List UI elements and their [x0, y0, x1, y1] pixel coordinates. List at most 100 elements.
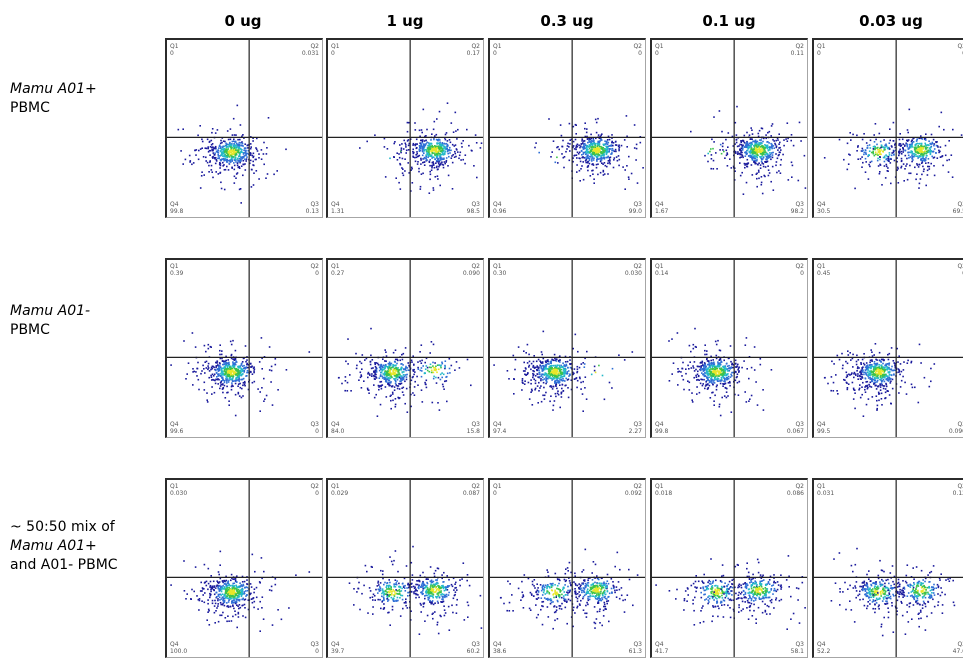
quadrant-name: Q2	[957, 263, 963, 270]
quadrant-name: Q2	[471, 483, 480, 490]
quadrant-value: 0.030	[625, 270, 642, 277]
quadrant-name: Q1	[655, 483, 664, 490]
quadrant-value: 1.31	[331, 208, 345, 215]
quadrant-name: Q3	[957, 201, 963, 208]
quadrant-name: Q3	[471, 201, 480, 208]
quadrant-value: 58.1	[791, 648, 805, 655]
quadrant-name: Q3	[310, 201, 319, 208]
event-dots	[534, 115, 644, 190]
quadrant-name: Q4	[493, 641, 502, 648]
quadrant-name: Q4	[170, 201, 179, 208]
quadrant-value: 0.031	[302, 50, 319, 57]
quadrant-value: 0.17	[467, 50, 481, 57]
flow-plot: Q1 0.27 Q2 0.090 Q4 84.0 Q3 15.8	[326, 258, 484, 438]
quadrant-value: 0.030	[170, 490, 187, 497]
flow-plot-svg: Q10.45Q20Q499.5Q30.090	[814, 260, 963, 437]
event-dots	[830, 547, 956, 637]
quadrant-name: Q4	[817, 421, 826, 428]
quadrant-value: 0.092	[625, 490, 642, 497]
quadrant-name: Q3	[795, 641, 804, 648]
flow-plot: Q1 0 Q2 0.092 Q4 38.6 Q3 61.3	[488, 478, 646, 658]
quadrant-value: 0.090	[463, 270, 480, 277]
quadrant-value: 0	[315, 648, 319, 655]
quadrant-value: 0.12	[953, 490, 963, 497]
quadrant-name: Q2	[633, 43, 642, 50]
quadrant-name: Q3	[471, 421, 480, 428]
quadrant-name: Q2	[471, 43, 480, 50]
quadrant-name: Q4	[817, 641, 826, 648]
row-label: Mamu A01- PBMC	[10, 302, 90, 340]
event-dots	[359, 102, 483, 194]
quadrant-value: 99.0	[629, 208, 643, 215]
quadrant-name: Q3	[957, 641, 963, 648]
quadrant-value: 0.11	[791, 50, 805, 57]
quadrant-name: Q1	[331, 263, 340, 270]
quadrant-name: Q2	[633, 263, 642, 270]
flow-plot: Q1 0.39 Q2 0 Q4 99.6 Q3 0	[165, 258, 323, 438]
quadrant-value: 1.67	[655, 208, 669, 215]
quadrant-name: Q4	[493, 201, 502, 208]
quadrant-name: Q1	[817, 263, 826, 270]
quadrant-value: 38.6	[493, 648, 507, 655]
quadrant-value: 99.8	[655, 428, 669, 435]
quadrant-value: 0	[493, 50, 497, 57]
quadrant-value: 0.086	[787, 490, 804, 497]
quadrant-name: Q4	[655, 641, 664, 648]
flow-plot: Q10Q20Q430.5Q369.5	[812, 38, 963, 218]
quadrant-value: 61.3	[629, 648, 643, 655]
quadrant-name: Q2	[471, 263, 480, 270]
flow-plot: Q1 0.030 Q2 0 Q4 100.0 Q3 0	[165, 478, 323, 658]
quadrant-name: Q4	[331, 641, 340, 648]
quadrant-name: Q3	[310, 641, 319, 648]
flow-plot: Q1 0.14 Q2 0 Q4 99.8 Q3 0.067	[650, 258, 808, 438]
flow-plot: Q1 0 Q2 0.031 Q4 99.8 Q3 0.13	[165, 38, 323, 218]
flow-plot: Q1 0.018 Q2 0.086 Q4 41.7 Q3 58.1	[650, 478, 808, 658]
quadrant-name: Q2	[310, 43, 319, 50]
quadrant-name: Q1	[493, 483, 502, 490]
quadrant-value: 41.7	[655, 648, 669, 655]
flow-plot: Q1 0 Q2 0 Q4 0.96 Q3 99.0	[488, 38, 646, 218]
quadrant-value: 0	[817, 50, 821, 57]
quadrant-value: 0.029	[331, 490, 348, 497]
row-label-line: Mamu A01+	[10, 538, 97, 554]
flow-plot: Q1 0 Q2 0.17 Q4 1.31 Q3 98.5	[326, 38, 484, 218]
event-dots	[170, 332, 311, 417]
quadrant-name: Q1	[170, 43, 179, 50]
column-header: 0.03 ug	[859, 12, 923, 30]
column-header: 0.3 ug	[540, 12, 594, 30]
quadrant-value: 0.96	[493, 208, 507, 215]
quadrant-name: Q3	[795, 421, 804, 428]
quadrant-name: Q1	[493, 43, 502, 50]
quadrant-name: Q2	[633, 483, 642, 490]
row-label-line: PBMC	[10, 100, 50, 116]
quadrant-name: Q1	[170, 483, 179, 490]
quadrant-value: 97.4	[493, 428, 507, 435]
quadrant-value: 2.27	[629, 428, 643, 435]
quadrant-value: 99.5	[817, 428, 831, 435]
quadrant-name: Q2	[795, 43, 804, 50]
flow-plot-svg: Q10Q20Q430.5Q369.5	[814, 40, 963, 217]
row-label-line: Mamu A01-	[10, 303, 91, 319]
quadrant-value: 0.13	[306, 208, 320, 215]
quadrant-value: 0	[493, 490, 497, 497]
quadrant-name: Q2	[957, 43, 963, 50]
quadrant-name: Q2	[310, 483, 319, 490]
quadrant-value: 30.5	[817, 208, 831, 215]
event-dots	[493, 330, 634, 412]
column-header: 0 ug	[224, 12, 262, 30]
quadrant-name: Q1	[817, 43, 826, 50]
quadrant-value: 0.39	[170, 270, 184, 277]
quadrant-value: 52.2	[817, 648, 831, 655]
quadrant-value: 84.0	[331, 428, 345, 435]
quadrant-value: 0	[315, 428, 319, 435]
quadrant-name: Q1	[170, 263, 179, 270]
event-dots	[177, 104, 287, 204]
quadrant-name: Q4	[655, 201, 664, 208]
quadrant-value: 0.067	[787, 428, 804, 435]
quadrant-name: Q4	[331, 201, 340, 208]
